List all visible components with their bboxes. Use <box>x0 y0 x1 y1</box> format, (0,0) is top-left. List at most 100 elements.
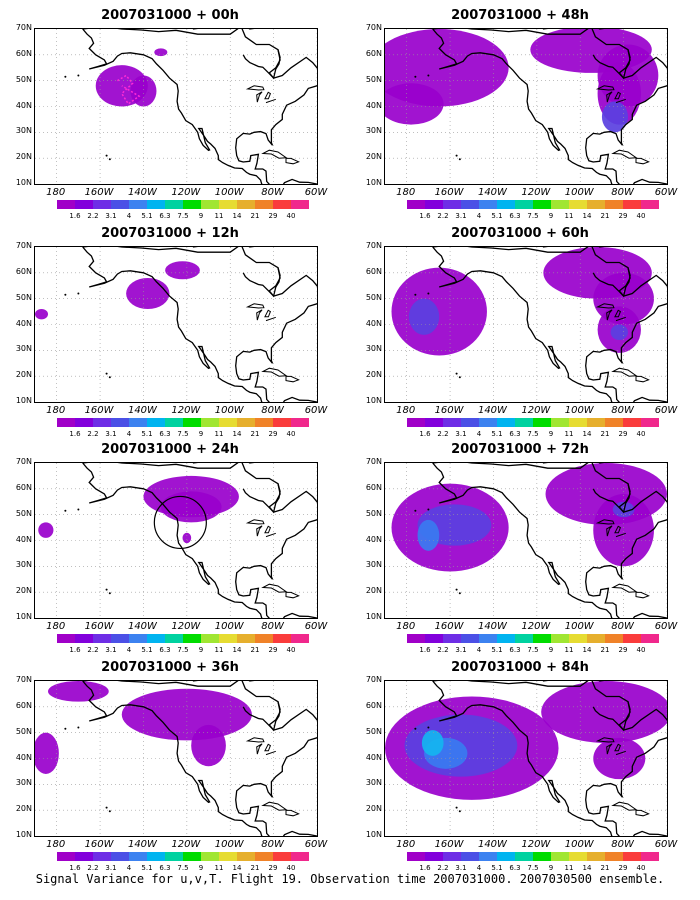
colorbar-label: 11 <box>564 646 574 654</box>
colorbar-label: 5.1 <box>491 646 503 654</box>
island-outline <box>261 367 288 377</box>
colorbar-label: 5.1 <box>141 646 153 654</box>
great-lakes-outline <box>245 85 265 91</box>
island-marker <box>455 372 458 375</box>
colorbar-swatch <box>147 634 165 643</box>
colorbar-label: 3.1 <box>455 646 467 654</box>
colorbar-swatch <box>273 852 291 861</box>
coastline <box>82 463 263 618</box>
colorbar-label: 2.2 <box>437 646 449 654</box>
longitude-label: 160W <box>84 405 114 416</box>
colorbar-swatch <box>111 852 129 861</box>
colorbar-swatch <box>443 634 461 643</box>
longitude-label: 60W <box>304 187 328 198</box>
island-marker <box>427 74 430 77</box>
latitude-label: 10N <box>15 178 32 187</box>
great-lakes-outline <box>265 532 276 538</box>
colorbar-swatch <box>569 634 587 643</box>
longitude-label: 60W <box>654 839 678 850</box>
longitude-label: 100W <box>214 839 244 850</box>
great-lakes-outline <box>606 309 613 321</box>
panel-title: 2007031000 + 60h <box>451 226 589 241</box>
colorbar-label: 40 <box>636 646 646 654</box>
longitude-label: 140W <box>477 839 507 850</box>
island-marker <box>427 726 430 729</box>
colorbar-swatch <box>237 634 255 643</box>
colorbar-label: 6.3 <box>159 864 171 872</box>
latitude-label: 40N <box>15 752 32 762</box>
island-marker <box>455 806 458 809</box>
island-marker <box>64 509 67 512</box>
coastline <box>82 247 263 402</box>
colorbar-swatch <box>533 418 551 427</box>
island-outline <box>285 375 300 383</box>
latitude-label: 70N <box>365 675 382 684</box>
great-lakes-outline <box>606 525 613 537</box>
colorbar-swatch <box>219 634 237 643</box>
colorbar-swatch <box>407 418 425 427</box>
longitude-label: 140W <box>477 187 507 198</box>
coastline <box>432 681 667 836</box>
colorbar-swatch <box>479 634 497 643</box>
panel-title: 2007031000 + 24h <box>101 442 239 457</box>
island-marker <box>108 810 111 813</box>
longitude-label: 180 <box>46 839 66 850</box>
island-outline <box>261 149 288 159</box>
signal-variance-region <box>541 681 667 743</box>
colorbar-label: 9 <box>548 212 554 220</box>
panel-36h: 2007031000 + 36h 70N 60N 50N 40N 30N 20N 10N 18… <box>0 660 340 874</box>
latitude-label: 20N <box>15 586 32 596</box>
longitude-label: 100W <box>214 621 244 632</box>
colorbar-swatch <box>587 418 605 427</box>
longitude-label: 180 <box>396 621 416 632</box>
colorbar-label: 3.1 <box>455 430 467 438</box>
coastline <box>432 463 667 618</box>
longitude-label: 180 <box>46 187 66 198</box>
colorbar-swatch <box>201 634 219 643</box>
colorbar-swatch <box>219 852 237 861</box>
longitude-label: 120W <box>171 621 201 632</box>
map-canvas <box>385 247 667 402</box>
colorbar-swatch <box>605 634 623 643</box>
coastline <box>242 701 281 732</box>
island-marker <box>105 372 108 375</box>
colorbar-swatch <box>93 200 111 209</box>
colorbar-label: 11 <box>214 430 224 438</box>
coastline <box>82 463 317 618</box>
colorbar-swatch <box>237 418 255 427</box>
longitude-label: 120W <box>521 621 551 632</box>
longitude-label: 100W <box>564 839 594 850</box>
coastline <box>82 29 317 184</box>
great-lakes-outline <box>264 743 272 752</box>
latitude-label: 60N <box>365 700 382 710</box>
colorbar-label: 4 <box>476 430 482 438</box>
colorbar-swatch <box>147 200 165 209</box>
signal-variance-region <box>610 324 628 340</box>
latitude-label: 10N <box>365 178 382 187</box>
island-marker <box>77 292 80 295</box>
colorbar-swatch <box>273 634 291 643</box>
latitude-label: 60N <box>365 482 382 492</box>
colorbar-label: 11 <box>214 646 224 654</box>
great-lakes-outline <box>606 743 613 755</box>
colorbar-swatch <box>443 852 461 861</box>
island-outline <box>611 149 638 159</box>
colorbar-swatch <box>129 418 147 427</box>
great-lakes-outline <box>256 309 263 321</box>
colorbar-swatch <box>93 634 111 643</box>
signal-variance-region <box>154 48 168 57</box>
longitude-label: 120W <box>521 839 551 850</box>
latitude-label: 50N <box>15 726 32 736</box>
latitude-label: 60N <box>365 266 382 276</box>
longitude-label: 180 <box>46 405 66 416</box>
colorbar-swatch <box>129 852 147 861</box>
colorbar-label: 6.3 <box>159 430 171 438</box>
coastline <box>432 29 613 184</box>
colorbar-label: 40 <box>286 212 296 220</box>
coastline <box>82 29 263 184</box>
island-outline <box>285 809 300 817</box>
map-frame <box>34 462 318 619</box>
colorbar-label: 14 <box>232 212 242 220</box>
colorbar-swatch <box>641 852 659 861</box>
colorbar-swatch <box>623 634 641 643</box>
